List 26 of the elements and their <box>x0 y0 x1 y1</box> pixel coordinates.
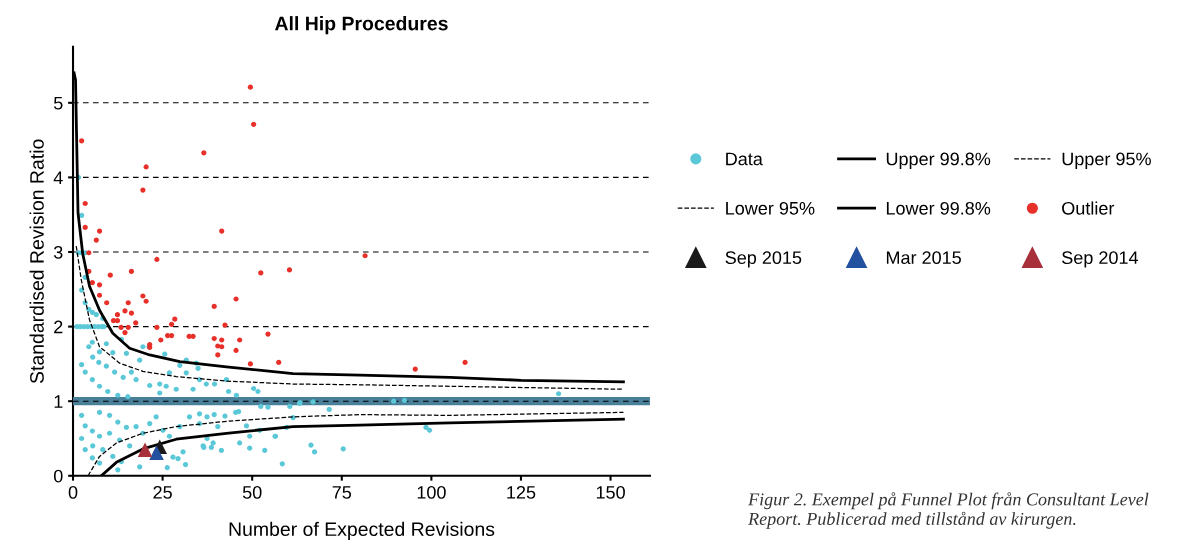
x-tick-label: 125 <box>507 485 536 499</box>
x-tick-label: 25 <box>153 485 172 499</box>
x-axis-title: Number of Expected Revisions <box>229 521 495 540</box>
legend-label: Sep 2014 <box>1062 251 1139 268</box>
legend-label: Data <box>726 152 763 166</box>
y-tick-label: 1 <box>54 395 63 408</box>
y-tick-label: 2 <box>54 320 63 334</box>
legend-label: Lower 95% <box>726 201 815 215</box>
x-tick-label: 150 <box>596 485 625 499</box>
y-tick-label: 3 <box>53 245 63 259</box>
x-tick-label: 75 <box>332 486 352 499</box>
legend-label: Upper 95% <box>1062 152 1151 169</box>
legend-label: Mar 2015 <box>886 251 961 265</box>
chart-title: All Hip Procedures <box>275 16 448 35</box>
y-tick-label: 0 <box>53 469 63 483</box>
legend-label: Upper 99.8% <box>886 152 991 169</box>
legend-label: Outlier <box>1062 201 1115 215</box>
y-axis-title: Standardised Revision Ratio <box>29 139 44 384</box>
y-tick-label: 4 <box>53 171 63 184</box>
x-tick-label: 0 <box>68 485 78 499</box>
x-tick-label: 100 <box>417 485 446 499</box>
y-tick-label: 5 <box>53 96 63 110</box>
x-tick-label: 50 <box>242 485 262 499</box>
legend-label: Lower 99.8% <box>886 201 991 215</box>
legend-label: Sep 2015 <box>725 251 802 268</box>
text: Figur 2. Exempel på Funnel Plot från Consultant Level Report. Publicerad med tillstånd av kirurgen. <box>748 492 1149 529</box>
